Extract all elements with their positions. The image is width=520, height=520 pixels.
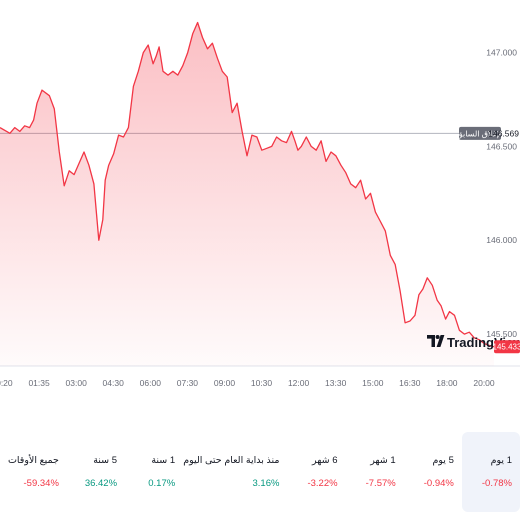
y-tick-label: 147.000 (486, 48, 517, 58)
x-tick-label: 00:20 (0, 378, 13, 388)
period-change: 3.16% (252, 478, 280, 489)
previous-close-value: 146.569 (488, 128, 519, 138)
period-label: جميع الأوقات (7, 455, 59, 466)
period-change: -3.22% (307, 478, 338, 489)
x-tick-label: 01:35 (28, 378, 50, 388)
last-price-tag: 145.433 (493, 340, 520, 354)
y-tick-label: 146.000 (486, 235, 517, 245)
period-label: 5 يوم (432, 455, 454, 466)
previous-close-label: الإغلاق السابق (456, 129, 503, 139)
y-tick-label: 146.500 (486, 141, 517, 151)
period-4[interactable]: منذ بداية العام حتى اليوم 3.16% (183, 432, 287, 512)
period-change: -59.34% (23, 478, 59, 489)
x-tick-label: 10:30 (251, 378, 273, 388)
period-5[interactable]: 1 سنة 0.17% (125, 432, 183, 512)
x-tick-label: 20:00 (473, 378, 495, 388)
x-tick-label: 12:00 (288, 378, 310, 388)
x-tick-label: 03:00 (66, 378, 88, 388)
x-axis: 00:20 01:35 03:00 04:30 06:00 07:30 09:00 10:30… (0, 378, 495, 388)
period-change: -0.78% (481, 478, 512, 489)
period-change: 0.17% (148, 478, 176, 489)
period-label: 1 سنة (151, 455, 176, 466)
previous-close-tag: الإغلاق السابق 146.569 (456, 126, 520, 140)
series-line (0, 21, 495, 348)
series-area (0, 22, 494, 366)
x-tick-label: 04:30 (103, 378, 125, 388)
x-tick-label: 15:00 (362, 378, 384, 388)
last-price-value: 145.433 (493, 343, 520, 352)
period-label: 6 شهر (312, 455, 338, 466)
period-change: -7.57% (365, 478, 396, 489)
period-7[interactable]: جميع الأوقات -59.34% (8, 432, 67, 512)
x-tick-label: 16:30 (399, 378, 421, 388)
performance-periods: 1 يوم -0.78% 5 يوم -0.94% 1 شهر -7.57% 6 شهر -3… (8, 432, 520, 512)
x-tick-label: 09:00 (214, 378, 236, 388)
period-label: منذ بداية العام حتى اليوم (183, 455, 280, 466)
period-label: 1 يوم (490, 455, 512, 466)
y-axis: 145.500 146.000 146.500 147.000 (486, 48, 517, 340)
period-2[interactable]: 1 شهر -7.57% (346, 432, 404, 512)
period-label: 5 سنة (93, 455, 118, 466)
period-label: 1 شهر (370, 455, 396, 466)
period-0[interactable]: 1 يوم -0.78% (461, 432, 520, 512)
y-tick-label: 145.500 (486, 329, 517, 339)
period-1[interactable]: 5 يوم -0.94% (404, 432, 462, 512)
period-change: 36.42% (84, 478, 118, 489)
x-tick-label: 07:30 (177, 378, 199, 388)
period-change: -0.94% (423, 478, 454, 489)
x-tick-label: 18:00 (436, 378, 458, 388)
period-6[interactable]: 5 سنة 36.42% (67, 432, 125, 512)
tradingview-logo-icon (427, 335, 445, 347)
period-3[interactable]: 6 شهر -3.22% (287, 432, 345, 512)
x-tick-label: 13:30 (325, 378, 347, 388)
x-tick-label: 06:00 (140, 378, 162, 388)
